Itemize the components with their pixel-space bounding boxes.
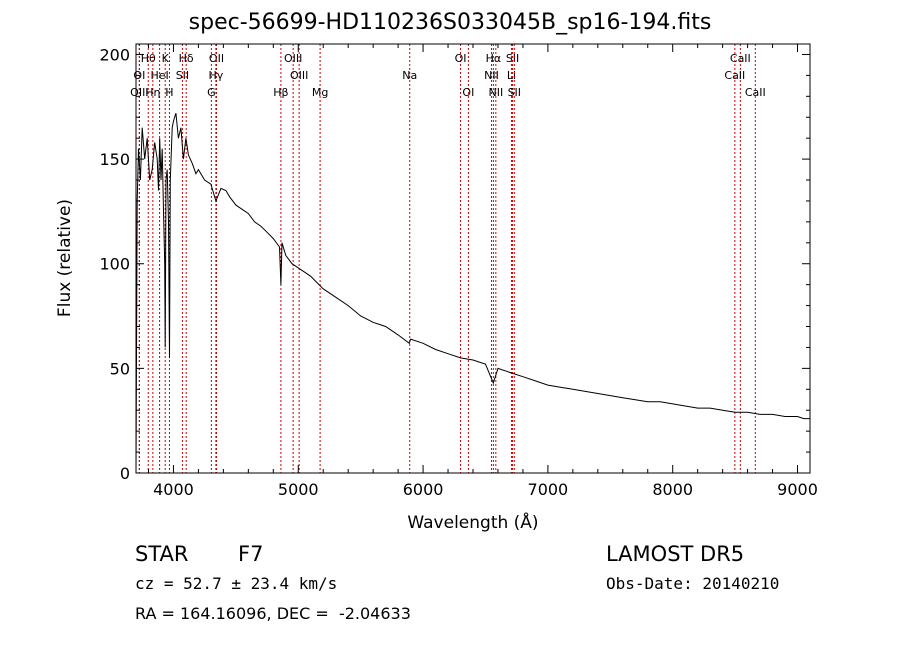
obs-date: Obs-Date: 20140210 (606, 574, 780, 593)
line-marker-label: OII (209, 52, 224, 65)
line-marker-label: NII (488, 86, 503, 99)
line-marker-label: Hγ (208, 69, 223, 82)
line-marker-label: OIII (130, 86, 148, 99)
line-marker-label: CaII (745, 86, 766, 99)
line-marker-label: SII (176, 69, 189, 82)
line-marker-label: SII (506, 52, 519, 65)
plot-frame (135, 43, 811, 474)
y-tick-label: 200 (99, 45, 130, 64)
line-marker-label: Li (507, 69, 516, 82)
object-class: STAR (135, 542, 189, 566)
line-marker-label: Mg (312, 86, 328, 99)
spectral-line-markers: Hθ K Hδ OII OIII OI Hα SII CaII OI HeI SII Hγ OIII Na N… (130, 44, 766, 473)
line-marker-label: OIII (290, 69, 308, 82)
line-marker-label: Na (402, 69, 417, 82)
spectrum-line (135, 112, 810, 474)
line-marker-label: OIII (284, 52, 302, 65)
coordinates: RA = 164.16096, DEC = -2.04633 (135, 604, 411, 623)
line-marker-label: Hη (145, 86, 160, 99)
line-marker-label: CaII (730, 52, 751, 65)
line-marker-label: K (162, 52, 170, 65)
x-tick-label: 6000 (403, 480, 444, 499)
line-marker-label: NII (484, 69, 499, 82)
y-axis: 0 50 100 150 200 (99, 45, 810, 483)
x-tick-label: 7000 (528, 480, 569, 499)
x-axis-label: Wavelength (Å) (407, 511, 538, 533)
line-marker-label: Hβ (273, 86, 288, 99)
line-marker-label: Hθ (141, 52, 156, 65)
x-tick-label: 8000 (652, 480, 693, 499)
y-axis-label: Flux (relative) (55, 199, 75, 317)
x-tick-label: 4000 (153, 480, 194, 499)
y-tick-label: 150 (99, 150, 130, 169)
redshift-readout: cz = 52.7 ± 23.4 km/s (135, 574, 338, 593)
spectrum-series (135, 112, 810, 474)
survey-label: LAMOST DR5 (606, 542, 745, 566)
chart-title: spec-56699-HD110236S033045B_sp16-194.fit… (188, 10, 712, 35)
line-marker-label: OI (455, 52, 467, 65)
line-marker-label: HeI (150, 69, 168, 82)
y-tick-label: 50 (110, 359, 130, 378)
y-tick-label: 100 (99, 255, 130, 274)
line-marker-label: Hδ (179, 52, 194, 65)
x-axis: 4000 5000 6000 7000 8000 9000 (147, 44, 818, 499)
line-marker-label: OI (462, 86, 474, 99)
line-marker-label: CaII (724, 69, 745, 82)
y-tick-label: 0 (120, 464, 130, 483)
x-tick-label: 9000 (777, 480, 818, 499)
line-marker-label: H (165, 86, 173, 99)
subclass: F7 (238, 542, 264, 566)
line-marker-label: SII (508, 86, 521, 99)
x-tick-label: 5000 (278, 480, 319, 499)
line-marker-label: Hα (486, 52, 502, 65)
line-marker-label: G (207, 86, 216, 99)
